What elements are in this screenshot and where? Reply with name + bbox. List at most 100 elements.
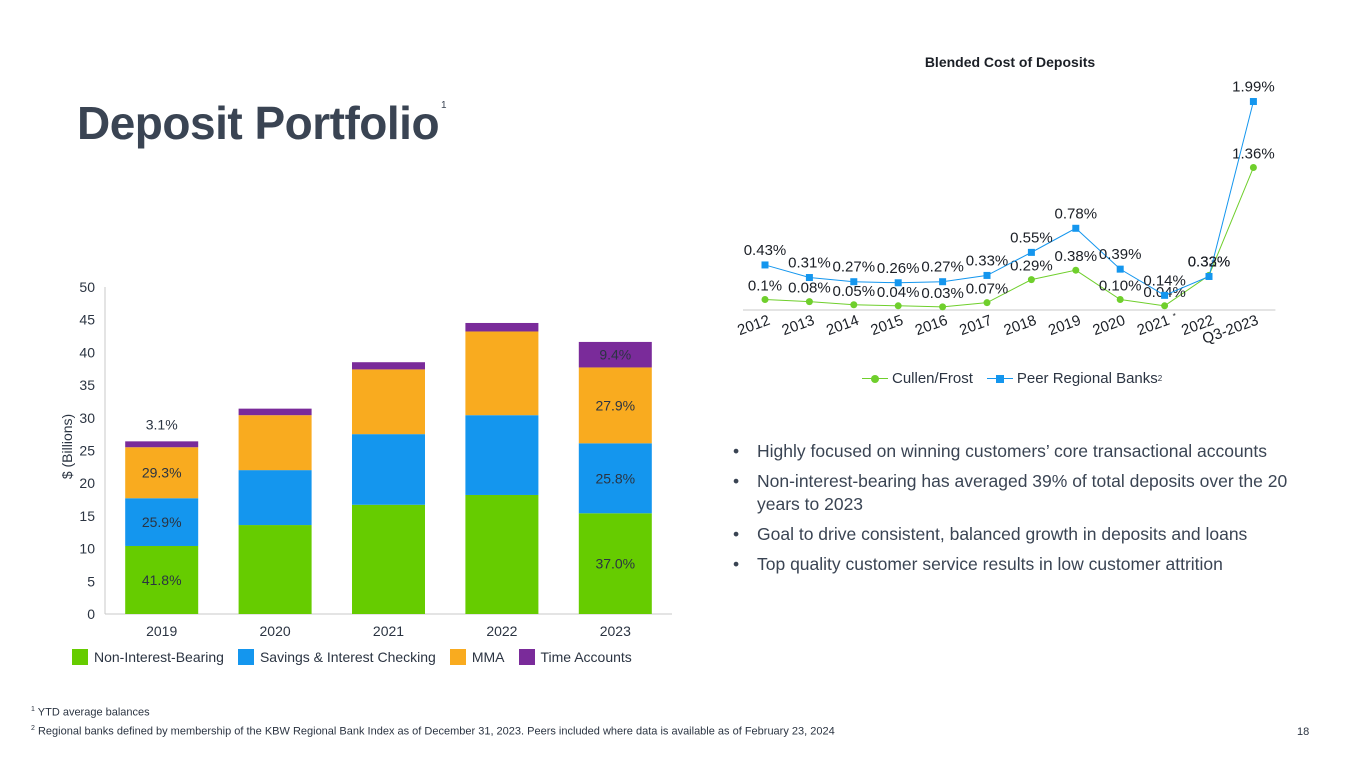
legend-swatch xyxy=(518,649,535,665)
legend-item: Peer Regional Banks 2 xyxy=(986,370,1162,387)
x-tick-label: 2016 xyxy=(913,312,950,339)
data-label: 0.32% xyxy=(1188,253,1231,270)
data-point-marker xyxy=(1116,265,1124,273)
bullet-item: Non-interest-bearing has averaged 39% of… xyxy=(733,470,1318,516)
bar-data-label: 37.0% xyxy=(595,556,635,572)
y-axis-label: $ (Billions) xyxy=(59,414,75,479)
x-tick-label: 2012 xyxy=(735,312,772,339)
bar-data-label: 25.8% xyxy=(595,470,635,486)
legend-swatch xyxy=(986,374,1013,384)
data-label: 1.99% xyxy=(1232,79,1275,96)
bar-segment xyxy=(578,443,652,514)
footnote-1-text: YTD average balances xyxy=(37,706,150,719)
x-tick-label: 2021 xyxy=(1135,312,1172,339)
data-label: 0.04% xyxy=(877,284,920,301)
legend-item: Cullen/Frost xyxy=(862,370,973,387)
footnote-1: 1 YTD average balances xyxy=(31,702,871,721)
data-point-marker xyxy=(939,278,947,286)
data-label: 0.39% xyxy=(1099,246,1142,263)
data-label: 0.26% xyxy=(877,260,920,277)
bar-segment xyxy=(352,434,425,505)
y-tick-label: 40 xyxy=(79,344,95,360)
bar-segment xyxy=(125,498,199,546)
data-point-marker xyxy=(1072,266,1080,274)
y-tick-label: 50 xyxy=(79,279,95,295)
legend-swatch xyxy=(449,649,466,665)
page-title-text: Deposit Portfolio xyxy=(77,97,440,149)
line-chart-title: Blended Cost of Deposits xyxy=(925,54,1096,70)
x-tick-label: 2020 xyxy=(1090,312,1127,339)
data-point-marker xyxy=(983,271,991,279)
bar-segment xyxy=(238,408,312,416)
data-label: 0.05% xyxy=(833,283,876,300)
data-label: 0.78% xyxy=(1055,205,1098,222)
bullet-item: Top quality customer service results in … xyxy=(733,553,1318,576)
page-number: 18 xyxy=(1297,726,1310,738)
data-point-marker xyxy=(1027,248,1035,256)
data-label: 0.07% xyxy=(966,281,1009,298)
data-label: 0.10% xyxy=(1099,278,1142,295)
key-points-list: Highly focused on winning customers’ cor… xyxy=(733,440,1318,583)
bar-segment xyxy=(465,331,539,416)
legend-item: Savings & Interest Checking xyxy=(237,649,436,665)
data-point-marker xyxy=(1249,98,1257,106)
legend-swatch xyxy=(72,649,88,665)
deposit-bar-chart: 0 5 10 15 20 25 30 35 40 45 50 $ (Billions) 2019 2020… xyxy=(59,279,672,639)
data-point-marker xyxy=(805,298,813,306)
bar-segment xyxy=(125,447,199,499)
footnote-2-marker: 2 xyxy=(31,724,35,732)
series-line xyxy=(764,101,1254,296)
x-tick-label: 2022 xyxy=(486,623,517,639)
footnote-1-marker: 1 xyxy=(31,706,35,713)
data-point-marker xyxy=(805,274,813,282)
data-label: 0.27% xyxy=(833,259,876,276)
data-label: 0.43% xyxy=(744,242,787,259)
legend-item: Non-Interest-Bearing xyxy=(72,649,224,665)
data-point-marker xyxy=(983,299,991,307)
legend-label: Cullen/Frost xyxy=(892,370,973,387)
bar-segment xyxy=(125,441,199,448)
bar-segment xyxy=(578,513,652,614)
bar-data-label: 9.4% xyxy=(599,347,631,363)
bar-segment xyxy=(125,545,199,614)
legend-swatch xyxy=(862,374,888,384)
legend-label: Savings & Interest Checking xyxy=(259,649,436,665)
y-tick-label: 35 xyxy=(79,377,95,393)
data-point-marker xyxy=(1072,224,1080,232)
y-tick-label: 45 xyxy=(79,312,95,328)
data-point-marker xyxy=(761,296,769,304)
x-tick-label: 2019 xyxy=(1046,312,1083,339)
y-tick-label: 25 xyxy=(79,443,95,459)
data-point-marker xyxy=(1161,291,1169,299)
bar-data-label: 25.9% xyxy=(142,514,182,530)
bar-data-label: 29.3% xyxy=(142,465,182,481)
bullet-item: Goal to drive consistent, balanced growt… xyxy=(733,523,1318,546)
legend-label: Peer Regional Banks xyxy=(1016,370,1158,387)
data-label: 0.14% xyxy=(1143,272,1186,289)
data-label: 0.03% xyxy=(921,285,964,302)
bar-segment xyxy=(352,362,425,370)
x-tick-label: 2014 xyxy=(824,312,861,339)
y-tick-label: 20 xyxy=(79,475,95,491)
x-tick-label: 2019 xyxy=(146,623,177,639)
data-label: 0.29% xyxy=(1010,258,1053,275)
bar-segment xyxy=(352,504,425,614)
data-point-marker xyxy=(939,303,947,311)
x-tick-label: 2021 xyxy=(373,623,404,639)
x-tick-label: 2017 xyxy=(957,312,994,339)
data-point-marker xyxy=(850,301,858,309)
bar-segment xyxy=(238,470,312,526)
data-label: 1.36% xyxy=(1232,146,1275,163)
x-tick-label: 2020 xyxy=(260,623,291,639)
bar-segment xyxy=(578,367,652,444)
series-line xyxy=(764,167,1254,308)
data-point-marker xyxy=(1161,302,1169,310)
bar-data-label: 41.8% xyxy=(142,572,182,588)
bullet-item: Highly focused on winning customers’ cor… xyxy=(733,440,1318,463)
bar-segment xyxy=(578,341,652,368)
blended-cost-line-chart: Blended Cost of Deposits 2012 2013 2014 2015… xyxy=(735,54,1276,348)
legend-item: MMA xyxy=(449,649,505,665)
bar-chart-legend: Non-Interest-Bearing Savings & Interest C… xyxy=(72,649,646,665)
data-point-marker xyxy=(761,261,769,269)
data-point-marker xyxy=(1116,296,1124,304)
